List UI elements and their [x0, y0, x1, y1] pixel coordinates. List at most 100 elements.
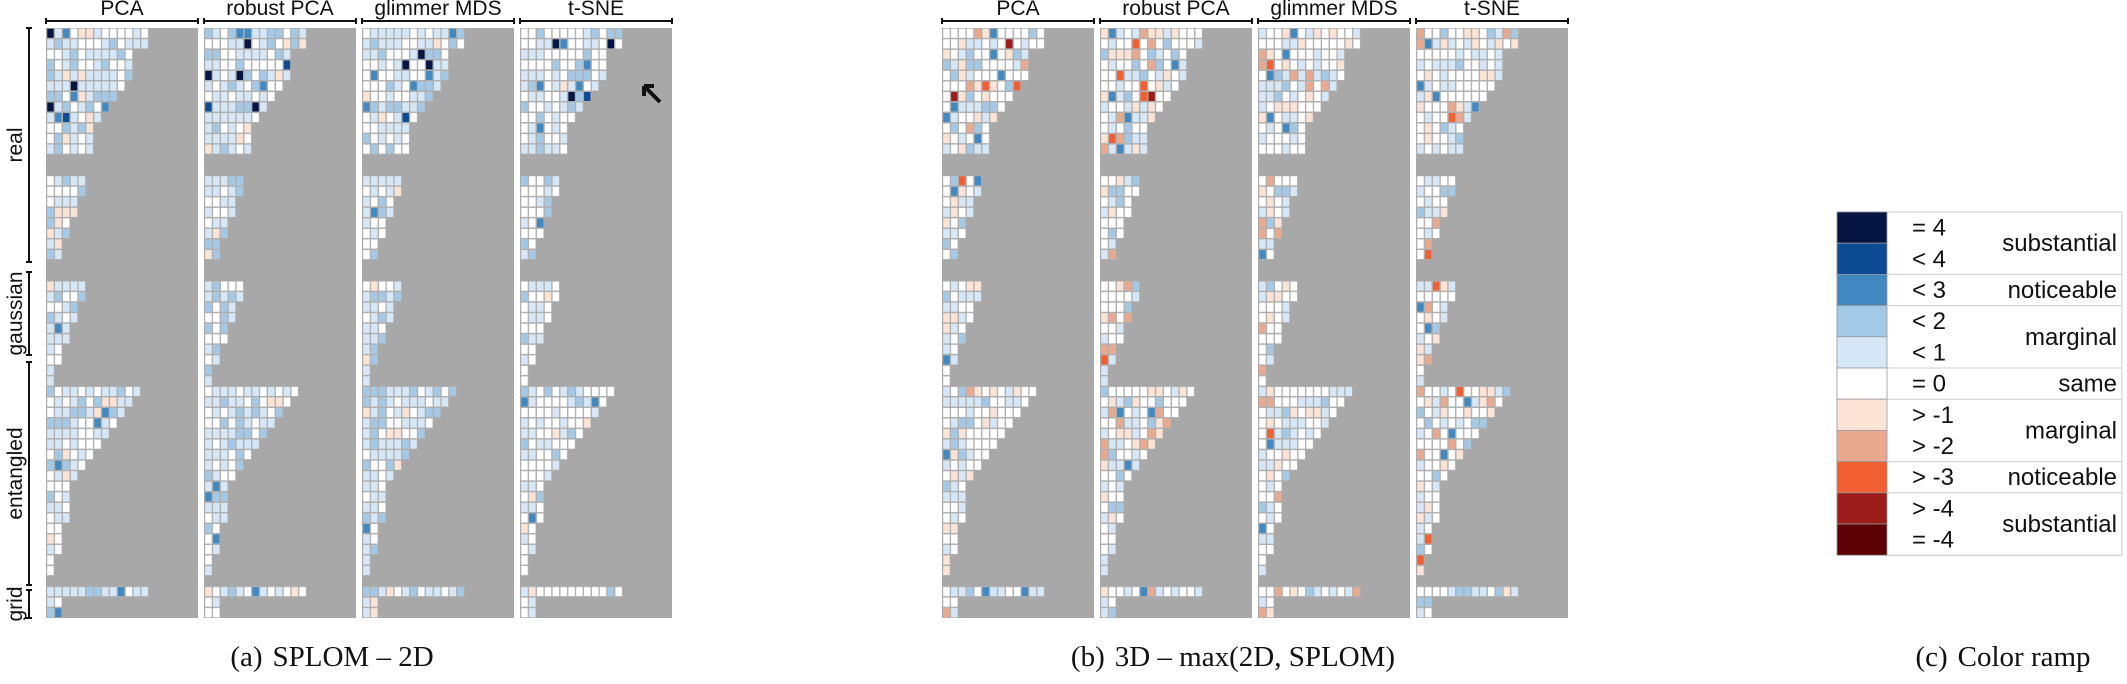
heatmap-cell	[950, 144, 959, 155]
heatmap-cell	[1487, 38, 1495, 49]
heatmap-cell	[46, 38, 55, 49]
heatmap-cell	[1440, 439, 1448, 450]
heatmap-cell	[1282, 144, 1290, 155]
heatmap-cell	[101, 38, 110, 49]
heatmap-cell	[370, 586, 379, 597]
heatmap-cell	[204, 302, 213, 313]
heatmap-cell	[402, 133, 410, 144]
heatmap-cell	[1298, 49, 1306, 60]
heatmap-cell	[251, 91, 260, 102]
heatmap-cell	[950, 470, 959, 481]
heatmap-cell	[86, 133, 94, 144]
heatmap-cell	[1100, 228, 1109, 239]
heatmap-cell	[204, 38, 213, 49]
heatmap-cell	[614, 586, 623, 597]
heatmap-cell	[520, 397, 529, 408]
heatmap-cell	[54, 196, 63, 207]
heatmap-cell	[425, 397, 433, 408]
heatmap-cell	[1416, 175, 1425, 186]
heatmap-cell	[1321, 80, 1330, 91]
heatmap-cell	[1108, 123, 1117, 134]
heatmap-cell	[386, 102, 394, 113]
heatmap-cell	[1432, 281, 1440, 292]
heatmap-cell	[528, 460, 537, 471]
heatmap-cell	[101, 28, 110, 39]
heatmap-cell	[117, 38, 125, 49]
heatmap-cell	[1147, 386, 1156, 397]
heatmap-cell	[520, 533, 529, 545]
heatmap-cell	[1471, 397, 1480, 408]
heatmap-cell	[220, 112, 228, 123]
heatmap-cell	[528, 80, 537, 91]
heatmap-cell	[1258, 365, 1267, 376]
heatmap-cell	[1100, 49, 1109, 60]
heatmap-cell	[583, 59, 591, 70]
heatmap-cell	[1416, 196, 1425, 207]
heatmap-cell	[409, 59, 418, 70]
heatmap-cell	[70, 281, 78, 292]
heatmap-cell	[1108, 59, 1117, 70]
heatmap-cell	[220, 302, 228, 313]
heatmap-cell	[220, 80, 228, 91]
heatmap-cell	[228, 49, 236, 60]
heatmap-cell	[1258, 565, 1267, 576]
method-label: t-SNE	[1464, 0, 1520, 20]
heatmap-cell	[997, 38, 1006, 49]
heatmap-cell	[378, 323, 386, 334]
heatmap-cell	[607, 386, 615, 397]
heatmap-cell	[1171, 28, 1179, 39]
heatmap-cell	[236, 449, 244, 460]
heatmap-cell	[378, 123, 386, 134]
heatmap-cell	[54, 312, 63, 323]
heatmap-cell	[520, 502, 529, 513]
heatmap-cell	[1258, 302, 1267, 313]
heatmap-cell	[62, 397, 70, 408]
heatmap-cell	[1163, 397, 1172, 408]
heatmap-cell	[1432, 291, 1440, 302]
heatmap-cell	[1124, 586, 1132, 597]
heatmap-cell	[394, 102, 402, 113]
heatmap-cell	[1456, 586, 1464, 597]
heatmap-cell	[1100, 449, 1109, 460]
heatmap-cell	[528, 418, 537, 429]
heatmap-cell	[982, 70, 990, 81]
heatmap-cell	[244, 418, 252, 429]
heatmap-cell	[394, 38, 402, 49]
heatmap-cell	[1108, 407, 1117, 418]
heatmap-cell	[1005, 91, 1013, 102]
heatmap-cell	[1108, 28, 1117, 39]
heatmap-cell	[259, 386, 268, 397]
heatmap-cell	[204, 91, 213, 102]
heatmap-cell	[204, 228, 213, 239]
heatmap-cell	[46, 555, 55, 566]
heatmap-cell	[1132, 112, 1140, 123]
heatmap-cell	[1416, 481, 1425, 492]
heatmap-cell	[1305, 439, 1314, 450]
heatmap-cell	[1108, 186, 1117, 197]
heatmap-cell	[1140, 418, 1148, 429]
heatmap-cell	[1171, 70, 1179, 81]
heatmap-cell	[212, 133, 221, 144]
heatmap-cell	[950, 91, 959, 102]
heatmap-cell	[1100, 460, 1109, 471]
heatmap-cell	[236, 133, 244, 144]
heatmap-cell	[1258, 196, 1267, 207]
heatmap-cell	[1258, 512, 1267, 523]
heatmap-cell	[950, 112, 959, 123]
heatmap-cell	[1305, 112, 1314, 123]
heatmap-cell	[62, 302, 70, 313]
heatmap-cell	[1416, 186, 1425, 197]
heatmap-cell	[1194, 38, 1203, 49]
heatmap-cell	[942, 386, 951, 397]
heatmap-cell	[291, 386, 299, 397]
heatmap-cell	[958, 28, 966, 39]
heatmap-cell	[70, 460, 78, 471]
heatmap-cell	[1021, 70, 1029, 81]
heatmap-cell	[370, 607, 379, 618]
heatmap-cell	[1448, 38, 1456, 49]
heatmap-cell	[62, 207, 70, 218]
heatmap-cell	[997, 418, 1006, 429]
heatmap-cell	[536, 302, 544, 313]
heatmap-cell	[394, 460, 402, 471]
heatmap-cell	[966, 418, 974, 429]
